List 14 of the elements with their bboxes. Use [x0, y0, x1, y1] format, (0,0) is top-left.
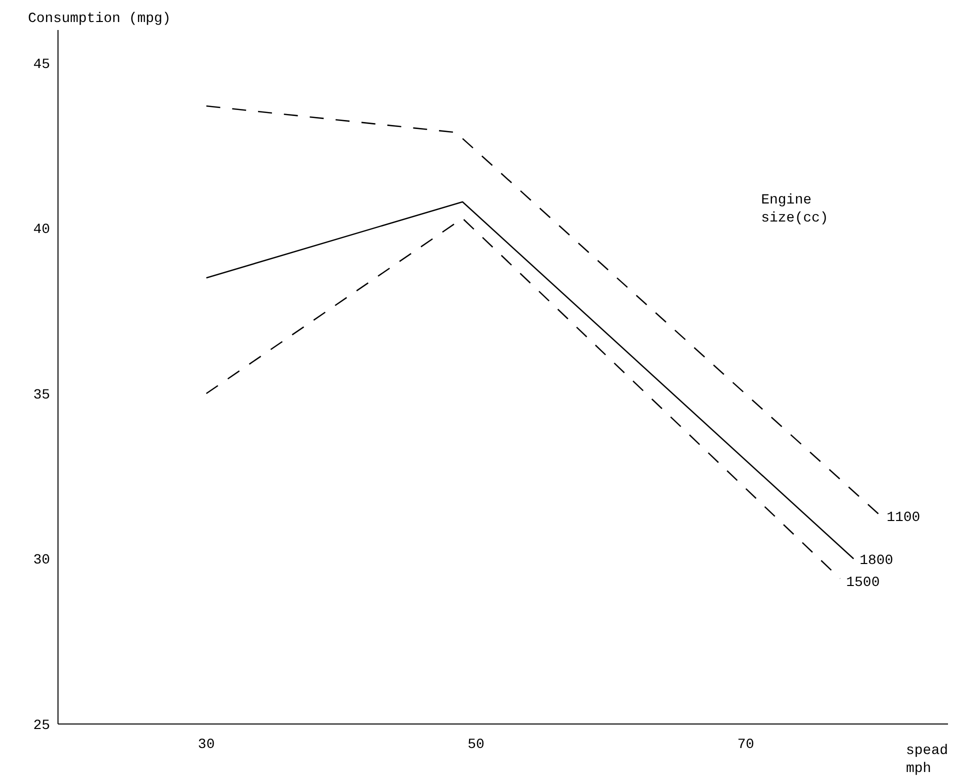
- y-tick-label: 35: [33, 387, 50, 404]
- legend-title: Engine size(cc): [761, 192, 828, 226]
- x-tick-label: 50: [468, 737, 484, 753]
- x-tick-label: 30: [198, 737, 215, 753]
- series-label: 1100: [886, 510, 920, 526]
- y-tick-label: 30: [33, 552, 50, 569]
- y-tick-label: 25: [33, 718, 50, 734]
- x-axis-title: spead mph: [906, 743, 948, 777]
- series-label: 1500: [846, 574, 880, 591]
- x-tick-label: 70: [737, 737, 754, 753]
- y-axis-title: Consumption (mpg): [28, 11, 171, 27]
- y-tick-label: 40: [33, 222, 50, 238]
- y-tick-label: 45: [33, 56, 50, 73]
- series-label: 1800: [860, 552, 894, 569]
